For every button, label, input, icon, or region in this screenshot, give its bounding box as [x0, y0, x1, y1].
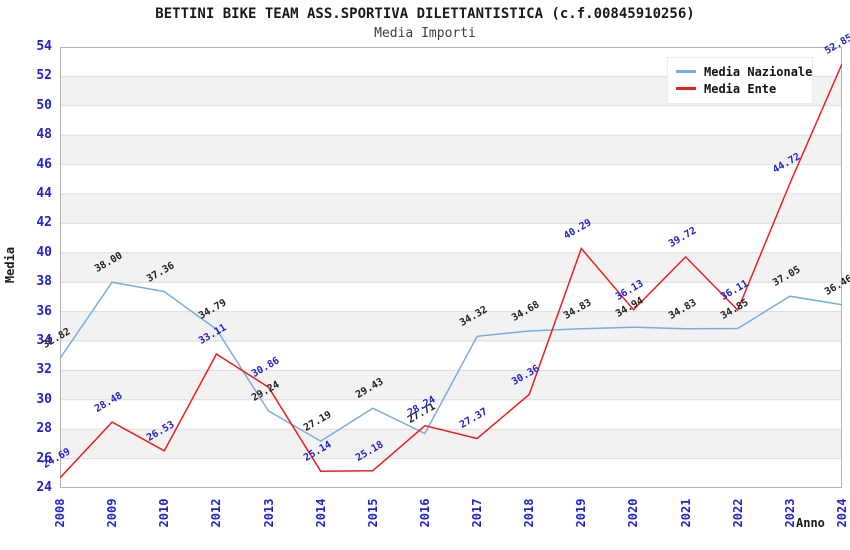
x-axis-label: Anno — [796, 516, 825, 530]
ente-line-swatch-icon — [676, 87, 696, 90]
nazionale-line-swatch-icon — [676, 70, 696, 73]
x-tick-label: 2019 — [574, 498, 589, 528]
x-tick-label: 2012 — [209, 498, 224, 528]
x-tick-label: 2023 — [782, 498, 797, 528]
background-band — [60, 194, 842, 224]
x-tick-label: 2021 — [678, 498, 693, 528]
y-tick-label: 26 — [36, 450, 52, 466]
x-tick-label: 2008 — [53, 498, 67, 528]
background-band — [60, 429, 842, 459]
legend-item-nazionale: Media Nazionale — [676, 63, 812, 80]
y-tick-label: 44 — [36, 186, 52, 201]
y-tick-label: 52 — [36, 68, 52, 84]
background-band — [60, 282, 842, 312]
y-tick-label: 48 — [36, 127, 52, 143]
x-tick-label: 2010 — [157, 498, 172, 528]
background-band — [60, 458, 842, 488]
background-band — [60, 223, 842, 253]
background-band — [60, 252, 842, 283]
y-tick-label: 46 — [36, 156, 52, 172]
background-band — [60, 399, 842, 430]
background-band — [60, 341, 842, 371]
x-tick-label: 2024 — [835, 498, 849, 528]
y-tick-label: 30 — [36, 391, 52, 407]
background-band — [60, 311, 842, 341]
y-tick-label: 28 — [36, 421, 52, 437]
x-tick-label: 2016 — [417, 498, 432, 528]
background-band — [60, 105, 842, 136]
legend-item-ente: Media Ente — [676, 80, 804, 97]
background-band — [60, 135, 842, 165]
series-line-0 — [60, 281, 842, 442]
y-tick-label: 42 — [36, 215, 52, 231]
series-line-1 — [60, 63, 842, 479]
y-tick-label: 40 — [36, 244, 52, 260]
x-tick-label: 2009 — [105, 498, 120, 528]
y-tick-label: 24 — [36, 480, 52, 495]
background-band — [60, 164, 842, 194]
legend-label-nazionale: Media Nazionale — [704, 64, 813, 79]
x-tick-label: 2017 — [470, 498, 485, 528]
x-tick-label: 2015 — [365, 498, 380, 528]
x-tick-label: 2020 — [626, 498, 641, 528]
x-tick-label: 2018 — [522, 498, 537, 528]
chart-title: BETTINI BIKE TEAM ASS.SPORTIVA DILETTANT… — [155, 6, 695, 22]
x-tick-label: 2022 — [730, 498, 745, 528]
y-tick-label: 54 — [36, 39, 52, 54]
x-tick-label: 2014 — [313, 498, 328, 528]
y-tick-label: 36 — [36, 303, 52, 319]
y-tick-label: 50 — [36, 97, 52, 113]
legend: Media Nazionale Media Ente — [667, 57, 813, 104]
legend-label-ente: Media Ente — [704, 81, 777, 96]
y-tick-label: 38 — [36, 274, 52, 290]
chart-subtitle: Media Importi — [374, 26, 476, 41]
x-tick-label: 2013 — [261, 498, 276, 528]
y-tick-label: 32 — [36, 362, 52, 378]
plot-border — [60, 47, 842, 488]
y-tick-label: 34 — [36, 333, 52, 348]
